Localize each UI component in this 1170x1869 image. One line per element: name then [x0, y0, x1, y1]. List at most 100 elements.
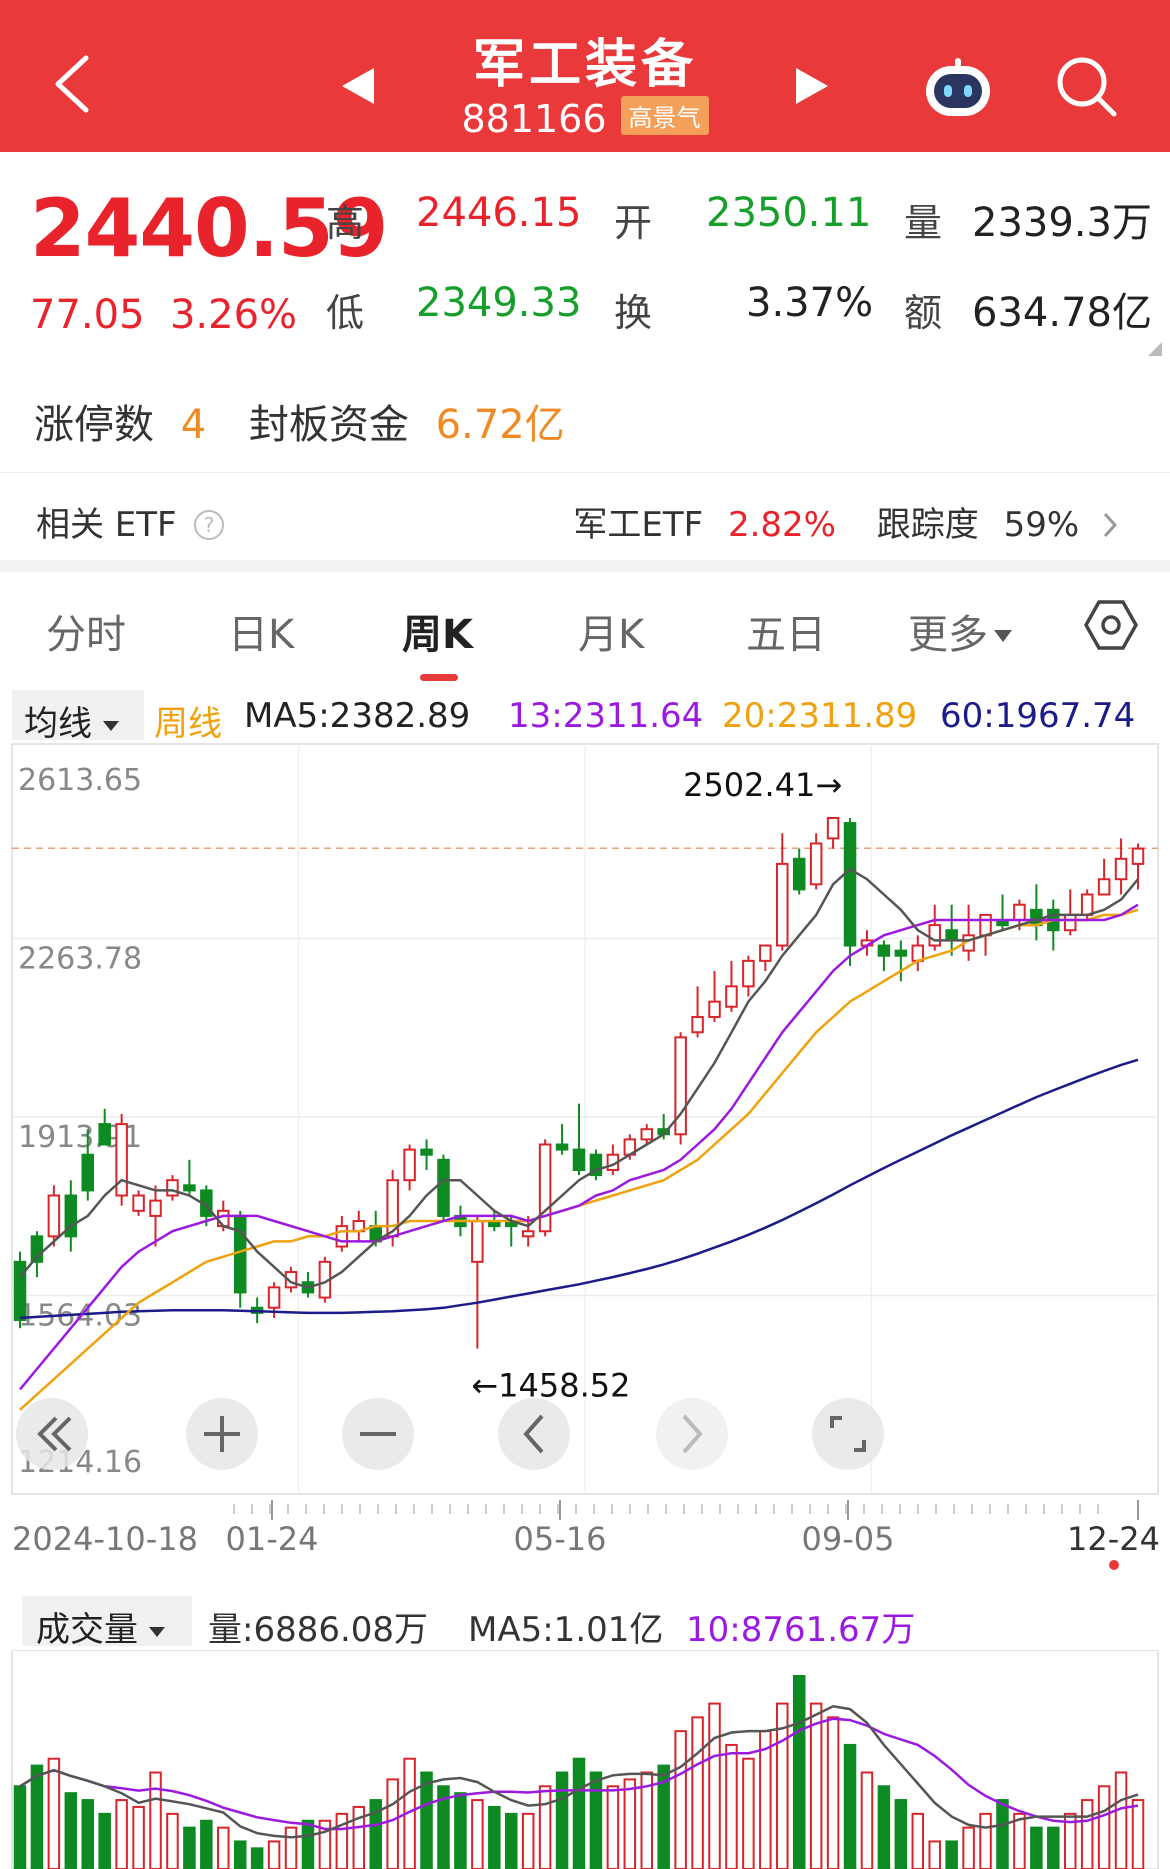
etf-name: 军工ETF: [573, 505, 704, 545]
tab-more[interactable]: 更多: [908, 602, 1014, 660]
ma60-line: [19, 1058, 1139, 1320]
volume-legend: 成交量 量:6886.08万 MA5:1.01亿 10:8761.67万: [22, 1596, 1162, 1650]
pan-left-button[interactable]: [498, 1398, 570, 1470]
limit-up-row: 涨停数 4 封板资金 6.72亿: [34, 392, 565, 450]
volume-bar: [1114, 1771, 1128, 1869]
etf-info: 军工ETF 2.82% 跟踪度 59%: [573, 497, 1120, 546]
candle-body: [115, 1123, 128, 1197]
tab-monthly-k[interactable]: 月K: [578, 612, 645, 658]
last-price: 2440.59: [30, 182, 388, 275]
expand-corner-icon[interactable]: [1148, 342, 1162, 356]
candle-body: [521, 1230, 535, 1238]
volume-value: 2339.3万: [972, 200, 1152, 246]
volume-bar: [437, 1785, 450, 1869]
section-divider: [0, 560, 1170, 572]
tab-daily-k[interactable]: 日K: [228, 612, 295, 658]
candle-body: [691, 1015, 704, 1034]
stock-code: 881166: [461, 97, 607, 141]
volume-chart[interactable]: [0, 1650, 1170, 1869]
candle-body: [98, 1123, 111, 1146]
x-tick-label: 05-16: [514, 1520, 607, 1558]
svg-text:?: ?: [204, 513, 215, 537]
ma-selector-label: 均线: [24, 704, 92, 744]
volume-bar: [318, 1819, 332, 1869]
candle-body: [166, 1179, 179, 1197]
volume-selector[interactable]: 成交量: [22, 1596, 192, 1650]
low-label: 低: [326, 291, 365, 335]
seal-amount: 6.72亿: [435, 402, 565, 448]
candle-body: [437, 1158, 450, 1217]
x-tick-label: 01-24: [226, 1520, 319, 1558]
tab-intraday[interactable]: 分时: [46, 612, 126, 658]
zoom-out-button[interactable]: [342, 1398, 414, 1470]
volume-bar: [759, 1730, 772, 1869]
tracking-label: 跟踪度: [876, 505, 979, 545]
rewind-button[interactable]: [16, 1398, 88, 1470]
high-label: 高: [326, 201, 365, 245]
related-etf-row[interactable]: 相关 ETF ? 军工ETF 2.82% 跟踪度 59%: [0, 472, 1170, 560]
min-marker: ←1458.52: [471, 1367, 630, 1405]
volume-bar: [623, 1778, 637, 1869]
volume-selector-label: 成交量: [36, 1610, 138, 1650]
header-bar: 军工装备 881166 高景气: [0, 0, 1170, 152]
stock-title: 军工装备: [472, 35, 697, 95]
candle-body: [217, 1209, 230, 1228]
volume-ma5-line: [19, 1705, 1139, 1839]
candle-body: [149, 1199, 162, 1217]
candle-body: [471, 1220, 484, 1263]
candle-body: [183, 1184, 196, 1192]
search-icon[interactable]: [1054, 54, 1118, 118]
ma13-value: 13:2311.64: [508, 696, 704, 736]
candle-body: [589, 1153, 603, 1177]
volume-bar: [589, 1771, 603, 1869]
candle-body: [13, 1260, 27, 1322]
chart-grid: [12, 744, 1158, 1494]
active-tab-indicator: [420, 674, 458, 681]
volume-bar: [809, 1702, 823, 1869]
zoom-in-button[interactable]: [186, 1398, 258, 1470]
help-icon[interactable]: ?: [193, 509, 225, 541]
ma-selector[interactable]: 均线: [12, 690, 144, 744]
latest-dot: [1109, 1560, 1119, 1570]
candle-body: [674, 1036, 687, 1136]
volume-bar: [674, 1730, 687, 1869]
candle-body: [233, 1214, 247, 1294]
back-icon[interactable]: [48, 52, 96, 116]
settings-hex-icon[interactable]: [1084, 598, 1138, 652]
next-stock-icon[interactable]: [794, 66, 830, 106]
volume-bar: [115, 1799, 128, 1869]
volume-bar: [132, 1805, 145, 1869]
volume-bar: [1030, 1826, 1043, 1869]
period-tabs: 分时 日K 周K 月K 五日 更多: [0, 572, 1170, 682]
candle-body: [555, 1143, 569, 1151]
limit-up-label: 涨停数: [34, 402, 154, 448]
ma-lines: [19, 867, 1139, 1411]
tab-five-day[interactable]: 五日: [746, 612, 826, 658]
volume-bar: [691, 1716, 704, 1869]
candle-body: [572, 1148, 586, 1172]
volume-bar: [962, 1826, 975, 1869]
tab-more-label: 更多: [908, 612, 988, 658]
volume-bar: [826, 1716, 840, 1869]
prev-stock-icon[interactable]: [340, 66, 376, 106]
volume-bar: [776, 1702, 789, 1869]
volume-bar: [250, 1847, 264, 1869]
tab-weekly-k[interactable]: 周K: [402, 612, 473, 658]
volume-bar: [572, 1757, 586, 1869]
candle-body: [759, 944, 772, 962]
fullscreen-button[interactable]: [812, 1398, 884, 1470]
volume-current: 量:6886.08万: [208, 1610, 429, 1650]
candle-body: [742, 959, 755, 988]
volume-bar: [1097, 1785, 1111, 1869]
ai-assistant-icon[interactable]: [922, 58, 994, 120]
volume-ma10: 10:8761.67万: [686, 1610, 916, 1650]
etf-label-group: 相关 ETF ?: [36, 497, 225, 546]
change-value: 77.05: [30, 292, 145, 338]
volume-ma-lines: [19, 1705, 1139, 1839]
hot-badge[interactable]: 高景气: [620, 96, 709, 135]
limit-up-count: 4: [180, 402, 207, 448]
pan-right-button[interactable]: [656, 1398, 728, 1470]
volume-bar: [98, 1812, 111, 1869]
